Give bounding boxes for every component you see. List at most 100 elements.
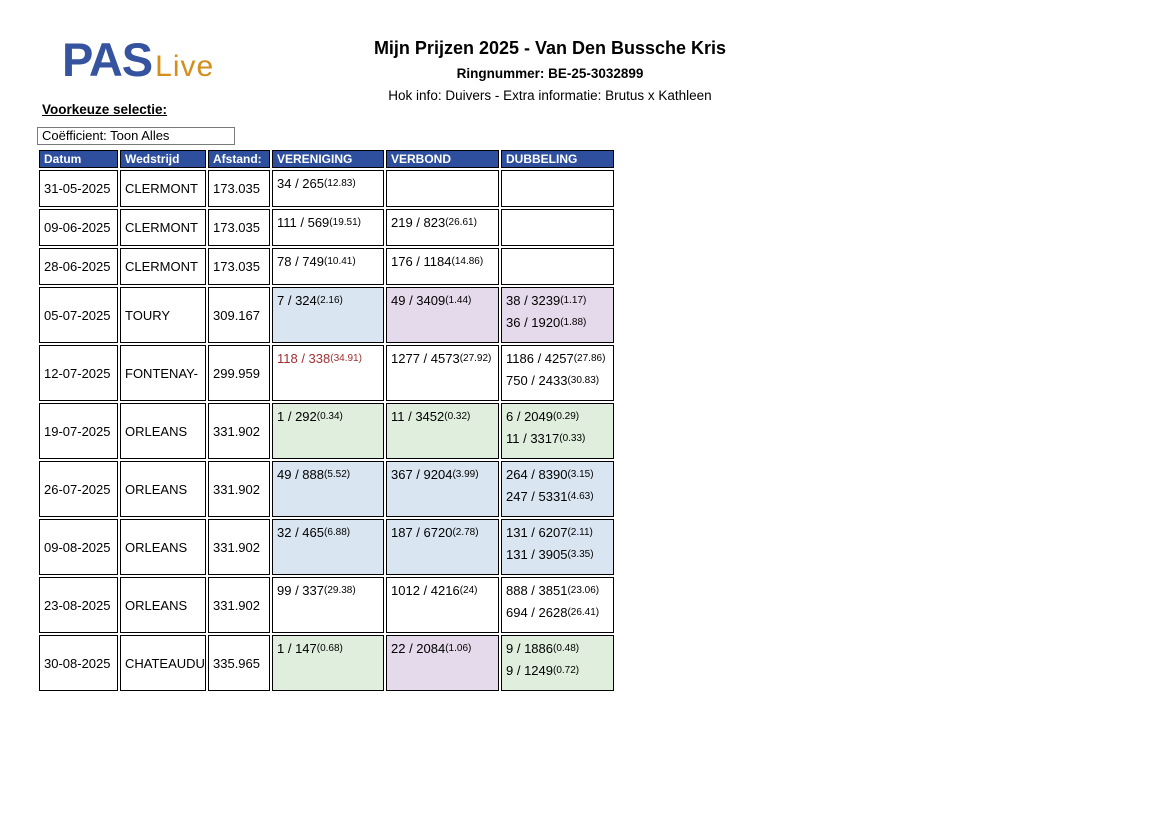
- dubbeling-cell: [501, 209, 614, 246]
- result-line: 694 / 2628(26.41): [506, 602, 611, 624]
- table-row: 23-08-2025 ORLEANS 331.902 99 / 337(29.38) 1…: [39, 577, 614, 633]
- rank-value: 367 / 9204: [391, 467, 453, 482]
- coefficient-value: (24): [459, 585, 478, 596]
- results-table: Datum Wedstrijd Afstand: VERENIGING VERBOND D…: [37, 148, 616, 693]
- logo-live-text: Live: [155, 50, 215, 83]
- result-line: 111 / 569(19.51): [277, 212, 381, 234]
- rank-value: 694 / 2628: [506, 605, 568, 620]
- coefficient-value: (27.86): [573, 353, 606, 364]
- rank-value: 11 / 3452: [391, 409, 445, 424]
- rank-value: 750 / 2433: [506, 373, 568, 388]
- race-cell: FONTENAY-: [120, 345, 206, 401]
- date-cell: 09-08-2025: [39, 519, 118, 575]
- report-header: Mijn Prijzen 2025 - Van Den Bussche Kris…: [240, 38, 860, 103]
- race-cell: ORLEANS: [120, 577, 206, 633]
- date-cell: 19-07-2025: [39, 403, 118, 459]
- dubbeling-cell: [501, 170, 614, 207]
- rank-value: 264 / 8390: [506, 467, 568, 482]
- result-line: 11 / 3317(0.33): [506, 428, 611, 450]
- verbond-cell: 1277 / 4573(27.92): [386, 345, 499, 401]
- coefficient-value: (12.83): [324, 178, 356, 189]
- vereniging-cell: 99 / 337(29.38): [272, 577, 384, 633]
- distance-cell: 331.902: [208, 403, 270, 459]
- rank-value: 22 / 2084: [391, 641, 446, 656]
- coefficient-value: (1.17): [560, 295, 587, 306]
- coefficient-value: (19.51): [329, 217, 361, 228]
- verbond-cell: 219 / 823(26.61): [386, 209, 499, 246]
- column-header-dubbeling: DUBBELING: [501, 150, 614, 168]
- coefficient-value: (0.68): [316, 643, 343, 654]
- rank-value: 131 / 3905: [506, 547, 568, 562]
- rank-value: 247 / 5331: [506, 489, 568, 504]
- coefficient-value: (0.48): [553, 643, 580, 654]
- date-cell: 31-05-2025: [39, 170, 118, 207]
- date-cell: 26-07-2025: [39, 461, 118, 517]
- result-line: 49 / 3409(1.44): [391, 290, 496, 312]
- rank-value: 11 / 3317: [506, 431, 560, 446]
- coefficient-value: (26.61): [445, 217, 477, 228]
- verbond-cell: 1012 / 4216(24): [386, 577, 499, 633]
- vereniging-cell: 7 / 324(2.16): [272, 287, 384, 343]
- result-line: 264 / 8390(3.15): [506, 464, 611, 486]
- table-row: 30-08-2025 CHATEAUDU 335.965 1 / 147(0.68) 2…: [39, 635, 614, 691]
- verbond-cell: 176 / 1184(14.86): [386, 248, 499, 285]
- coefficient-value: (6.88): [324, 527, 351, 538]
- rank-value: 9 / 1886: [506, 641, 553, 656]
- result-line: 34 / 265(12.83): [277, 173, 381, 195]
- coefficient-filter[interactable]: Coëfficient: Toon Alles: [37, 127, 235, 145]
- result-line: 1277 / 4573(27.92): [391, 348, 496, 370]
- distance-cell: 299.959: [208, 345, 270, 401]
- distance-cell: 335.965: [208, 635, 270, 691]
- ring-number: Ringnummer: BE-25-3032899: [456, 66, 644, 81]
- rank-value: 118 / 338: [277, 351, 331, 366]
- rank-value: 1 / 292: [277, 409, 317, 424]
- date-cell: 23-08-2025: [39, 577, 118, 633]
- table-row: 05-07-2025 TOURY 309.167 7 / 324(2.16) 49 / …: [39, 287, 614, 343]
- rank-value: 49 / 888: [277, 467, 324, 482]
- dubbeling-cell: 38 / 3239(1.17) 36 / 1920(1.88): [501, 287, 614, 343]
- coefficient-value: (29.38): [324, 585, 356, 596]
- rank-value: 219 / 823: [391, 215, 446, 230]
- coefficient-value: (0.34): [316, 411, 343, 422]
- date-cell: 12-07-2025: [39, 345, 118, 401]
- verbond-cell: 367 / 9204(3.99): [386, 461, 499, 517]
- dubbeling-cell: 888 / 3851(23.06) 694 / 2628(26.41): [501, 577, 614, 633]
- coefficient-value: (1.88): [560, 317, 587, 328]
- coefficient-value: (3.99): [452, 469, 479, 480]
- distance-cell: 173.035: [208, 209, 270, 246]
- table-header-row: Datum Wedstrijd Afstand: VERENIGING VERBOND D…: [39, 150, 614, 168]
- result-line: 49 / 888(5.52): [277, 464, 381, 486]
- table-row: 09-08-2025 ORLEANS 331.902 32 / 465(6.88) 18…: [39, 519, 614, 575]
- date-cell: 05-07-2025: [39, 287, 118, 343]
- coefficient-value: (34.91): [330, 353, 362, 364]
- distance-cell: 331.902: [208, 461, 270, 517]
- rank-value: 1186 / 4257: [506, 351, 574, 366]
- pas-live-logo[interactable]: PAS Live: [62, 32, 214, 87]
- rank-value: 1 / 147: [277, 641, 317, 656]
- rank-value: 176 / 1184: [391, 254, 452, 269]
- coefficient-value: (2.16): [316, 295, 343, 306]
- result-line: 36 / 1920(1.88): [506, 312, 611, 334]
- race-cell: CHATEAUDU: [120, 635, 206, 691]
- hok-info: Hok info: Duivers - Extra informatie: Br…: [388, 88, 712, 103]
- rank-value: 111 / 569: [277, 215, 330, 230]
- result-line: 22 / 2084(1.06): [391, 638, 496, 660]
- rank-value: 49 / 3409: [391, 293, 446, 308]
- result-line: 6 / 2049(0.29): [506, 406, 611, 428]
- vereniging-cell: 1 / 147(0.68): [272, 635, 384, 691]
- coefficient-value: (0.29): [553, 411, 580, 422]
- rank-value: 1277 / 4573: [391, 351, 460, 366]
- verbond-cell: 49 / 3409(1.44): [386, 287, 499, 343]
- result-line: 78 / 749(10.41): [277, 251, 381, 273]
- vereniging-cell: 118 / 338(34.91): [272, 345, 384, 401]
- verbond-cell: 187 / 6720(2.78): [386, 519, 499, 575]
- rank-value: 36 / 1920: [506, 315, 561, 330]
- coefficient-value: (23.06): [567, 585, 600, 596]
- result-line: 38 / 3239(1.17): [506, 290, 611, 312]
- result-line: 9 / 1249(0.72): [506, 660, 611, 682]
- result-line: 187 / 6720(2.78): [391, 522, 496, 544]
- dubbeling-cell: 6 / 2049(0.29) 11 / 3317(0.33): [501, 403, 614, 459]
- result-line: 750 / 2433(30.83): [506, 370, 611, 392]
- column-header-vereniging: VERENIGING: [272, 150, 384, 168]
